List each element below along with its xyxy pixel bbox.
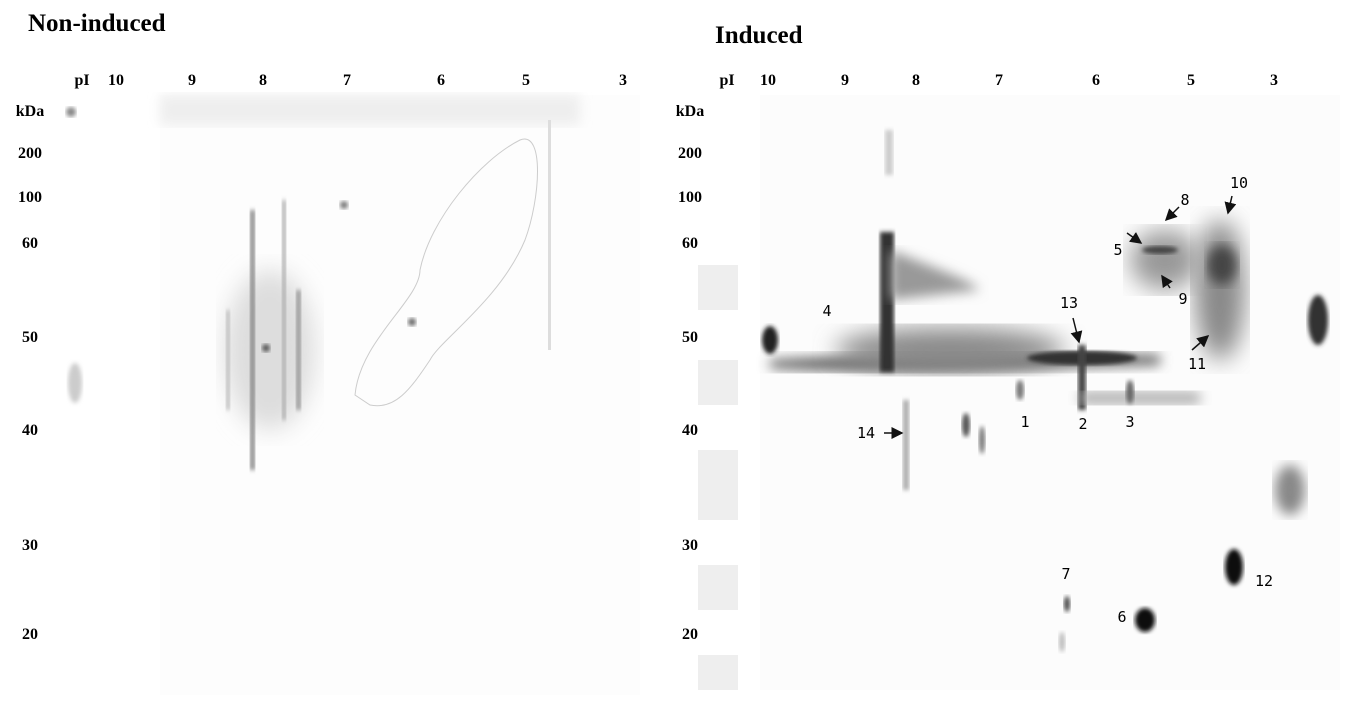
pi-tick: 9 bbox=[188, 72, 196, 89]
kda-tick: 100 bbox=[18, 189, 42, 206]
kda-tick: 20 bbox=[682, 626, 698, 643]
spot-label: 9 bbox=[1178, 290, 1187, 308]
spot-label: 5 bbox=[1113, 241, 1122, 259]
page: {"panels": [ {"title": "Non-induced", "p… bbox=[0, 0, 1351, 715]
kda-tick: 60 bbox=[682, 235, 698, 252]
kda-tick: 50 bbox=[682, 329, 698, 346]
figure: Non-induced pI 10 9 8 7 6 5 3 kDa 200 100 60 50 40 30 20… bbox=[0, 0, 1351, 715]
spot-label: 12 bbox=[1255, 572, 1273, 590]
kda-tick: 200 bbox=[18, 145, 42, 162]
kda-tick: 40 bbox=[22, 422, 38, 439]
panel-title: Induced bbox=[715, 22, 803, 49]
kda-tick: 30 bbox=[22, 537, 38, 554]
spot-label: 1 bbox=[1020, 413, 1029, 431]
pi-tick: 5 bbox=[1187, 72, 1195, 89]
pi-tick: 3 bbox=[619, 72, 627, 89]
pi-tick: 6 bbox=[1092, 72, 1100, 89]
pi-tick: 6 bbox=[437, 72, 445, 89]
spot-label: 7 bbox=[1061, 565, 1070, 583]
kda-tick: 20 bbox=[22, 626, 38, 643]
pi-tick: 3 bbox=[1270, 72, 1278, 89]
kda-tick: 40 bbox=[682, 422, 698, 439]
panel-title: Non-induced bbox=[28, 10, 166, 37]
spot-label: 6 bbox=[1117, 608, 1126, 626]
spot-label: 14 bbox=[857, 424, 875, 442]
spot-label: 8 bbox=[1180, 191, 1189, 209]
pi-tick: 10 bbox=[108, 72, 124, 89]
kda-tick: 60 bbox=[22, 235, 38, 252]
kda-tick: 100 bbox=[678, 189, 702, 206]
kda-tick: 50 bbox=[22, 329, 38, 346]
spot-label: 2 bbox=[1078, 415, 1087, 433]
pi-tick: 7 bbox=[343, 72, 351, 89]
spot-label: 3 bbox=[1125, 413, 1134, 431]
pi-tick: 7 bbox=[995, 72, 1003, 89]
kda-tick: 30 bbox=[682, 537, 698, 554]
spot-label: 4 bbox=[822, 302, 831, 320]
kda-tick: 200 bbox=[678, 145, 702, 162]
kda-label: kDa bbox=[16, 103, 44, 120]
pi-tick: 8 bbox=[259, 72, 267, 89]
pi-label: pI bbox=[74, 72, 89, 89]
kda-label: kDa bbox=[676, 103, 704, 120]
pi-label: pI bbox=[719, 72, 734, 89]
pi-tick: 10 bbox=[760, 72, 776, 89]
spot-label: 11 bbox=[1188, 355, 1206, 373]
pi-tick: 9 bbox=[841, 72, 849, 89]
spot-label: 10 bbox=[1230, 174, 1248, 192]
pi-tick: 8 bbox=[912, 72, 920, 89]
gel-non-induced bbox=[66, 95, 640, 695]
pi-tick: 5 bbox=[522, 72, 530, 89]
spot-label: 13 bbox=[1060, 294, 1078, 312]
